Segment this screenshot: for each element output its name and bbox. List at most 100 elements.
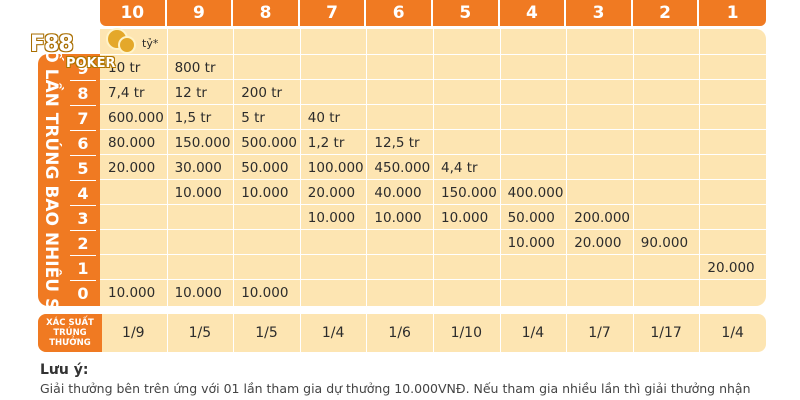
prize-cell: 10.000 (174, 185, 222, 201)
prize-cell: 200 tr (241, 85, 283, 101)
prize-cell: 30.000 (174, 160, 222, 176)
header-col: 9 (167, 0, 234, 26)
grid-divider (433, 29, 434, 306)
prize-cell: 10.000 (174, 285, 222, 301)
grid-divider (632, 29, 634, 306)
header-col: 1 (726, 3, 739, 23)
row-number: 1 (66, 256, 100, 281)
prize-cell: 450.000 (374, 160, 431, 176)
probability-divider (699, 314, 701, 352)
header-col: 4 (500, 0, 567, 26)
grid-divider (699, 29, 701, 306)
prize-cell: 50.000 (241, 160, 289, 176)
row-number: 9 (66, 56, 100, 81)
header-col: 6 (366, 0, 433, 26)
prize-cell: 400.000 (507, 185, 564, 201)
prize-cell: 20.000 (108, 160, 156, 176)
prize-cell: 10.000 (241, 185, 289, 201)
prize-cell: 10.000 (108, 285, 156, 301)
probability-row (38, 314, 766, 352)
probability-label-line: XÁC SUẤT (46, 318, 94, 328)
grid-divider (233, 29, 235, 306)
grid-divider (100, 104, 766, 105)
prize-cell: 20.000 (707, 260, 755, 276)
grid-divider (366, 29, 368, 306)
prize-cell: 800 tr (174, 60, 216, 76)
probability-value: 1/5 (188, 325, 212, 341)
grid-divider (100, 154, 766, 155)
probability-value: 1/10 (450, 325, 483, 341)
grid-divider (499, 29, 501, 306)
header-col: 5 (433, 0, 500, 26)
note-title: Lưu ý: (40, 362, 89, 378)
grid-divider (100, 129, 766, 130)
grid-divider (100, 79, 766, 80)
prize-cell: 10.000 (507, 235, 555, 251)
prize-cell: 1,2 tr (307, 135, 345, 151)
header-col: 8 (233, 0, 300, 26)
row-number: 6 (66, 131, 100, 156)
grid-divider (100, 179, 766, 180)
prize-cell: 80.000 (108, 135, 156, 151)
row-number: 0 (77, 283, 89, 303)
probability-value: 1/17 (650, 325, 682, 341)
probability-divider (233, 314, 235, 352)
prize-cell: 500.000 (241, 135, 298, 151)
probability-divider (566, 314, 568, 352)
prize-cell: 10.000 (307, 210, 356, 226)
probability-label-line: THƯỞNG (49, 338, 91, 348)
header-col: 10 (100, 0, 167, 26)
side-label: SỐ LẦN TRÚNG BAO NHIÊU SỐ (41, 54, 61, 306)
prize-cell: 40 tr (307, 110, 341, 126)
prize-cell: 12,5 tr (374, 135, 420, 151)
prize-cell: 5 tr (241, 110, 265, 126)
top-note: tỷ* (142, 36, 159, 50)
prize-cell: 150.000 (174, 135, 231, 151)
prize-cell: 100.000 (307, 160, 364, 176)
probability-label: XÁC SUẤT TRÚNG THƯỞNG (38, 314, 102, 352)
probability-value: 1/5 (255, 325, 278, 341)
prize-cell: 10.000 (374, 210, 422, 226)
prize-cell: 40.000 (374, 185, 422, 201)
prize-cell: 90.000 (640, 235, 689, 251)
brand-logo: F88 POKER (22, 28, 140, 76)
prize-cell: 1,5 tr (174, 110, 212, 126)
grid-divider (299, 29, 301, 306)
prize-cell: 150.000 (441, 185, 497, 201)
logo-word: F88 (30, 32, 74, 57)
prize-cell: 20.000 (574, 235, 622, 251)
probability-value: 1/4 (321, 325, 345, 341)
probability-value: 1/7 (588, 325, 611, 341)
grid-divider (166, 29, 168, 306)
grid-divider (100, 54, 766, 55)
grid-divider (100, 279, 766, 280)
header-col: 2 (633, 0, 700, 26)
prize-cell: 7,4 tr (108, 85, 145, 101)
row-number: 8 (66, 81, 100, 106)
row-number: 3 (66, 206, 100, 231)
prize-cell: 12 tr (174, 85, 207, 101)
prize-cell: 10 tr (108, 60, 141, 76)
spot-count-header: 10 9 8 7 6 5 4 3 2 1 (100, 0, 766, 26)
probability-divider (632, 314, 634, 352)
header-col: 3 (566, 0, 633, 26)
logo-sub: POKER (66, 56, 116, 71)
probability-value: 1/6 (388, 325, 411, 341)
probability-divider (366, 314, 368, 352)
row-number: 7 (66, 106, 100, 131)
prize-cell: 10.000 (241, 285, 289, 301)
row-number: 2 (66, 231, 100, 256)
prize-cell: 10.000 (441, 210, 489, 226)
prize-cell: 4,4 tr (441, 160, 478, 176)
probability-label-line: TRÚNG (53, 328, 87, 338)
probability-divider (433, 314, 434, 352)
note-text: Giải thưởng bên trên ứng với 01 lần tham… (40, 381, 751, 396)
grid-divider (100, 204, 766, 205)
header-col: 7 (300, 0, 367, 26)
grid-divider (100, 229, 766, 230)
row-number: 5 (66, 156, 100, 181)
prize-cell: 20.000 (307, 185, 356, 201)
probability-value: 1/9 (122, 325, 145, 341)
probability-value: 1/4 (721, 325, 744, 341)
